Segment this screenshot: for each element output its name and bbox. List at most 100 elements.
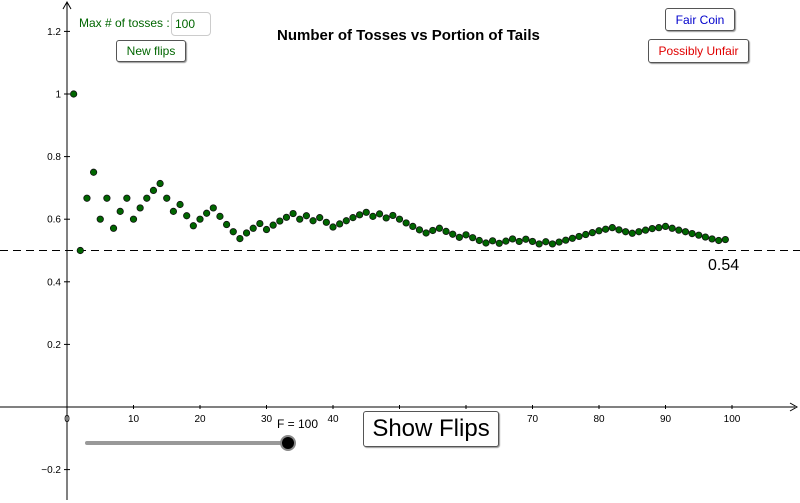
x-axis-arrow — [789, 402, 799, 412]
data-point — [216, 212, 224, 220]
x-tick-label: 70 — [527, 414, 539, 425]
data-point — [402, 219, 410, 227]
data-point — [595, 227, 603, 235]
data-point — [688, 229, 696, 238]
slider-f — [85, 435, 296, 451]
data-point — [103, 194, 111, 202]
data-point — [508, 235, 517, 243]
chart-title: Number of Tosses vs Portion of Tails — [277, 27, 540, 44]
data-point — [375, 210, 384, 218]
data-point — [628, 229, 636, 237]
data-point — [681, 228, 690, 236]
data-point — [661, 222, 670, 230]
max-tosses-input[interactable] — [171, 12, 211, 36]
data-point — [70, 90, 78, 98]
data-point — [395, 215, 404, 223]
data-point — [369, 212, 377, 220]
x-tick-label: 40 — [327, 414, 339, 425]
y-tick-label: 0.8 — [47, 152, 61, 163]
x-tick-label: 10 — [128, 414, 140, 425]
data-point — [455, 233, 463, 241]
data-point — [641, 226, 650, 234]
data-point — [169, 207, 177, 215]
data-point — [621, 228, 630, 236]
data-point — [203, 209, 211, 217]
data-point — [189, 222, 197, 230]
y-tick-label: 1 — [55, 90, 61, 101]
slider-knob[interactable] — [280, 435, 296, 451]
data-point — [442, 227, 450, 236]
data-point — [76, 246, 84, 255]
data-point — [163, 194, 171, 202]
data-point — [83, 194, 91, 202]
data-point — [316, 214, 324, 222]
data-point — [528, 237, 537, 246]
data-point — [415, 226, 424, 234]
data-point — [349, 214, 357, 222]
data-point — [282, 213, 291, 221]
data-point — [575, 232, 583, 241]
data-point — [156, 179, 164, 188]
last-proportion-label: 0.54 — [708, 257, 740, 274]
data-point — [242, 229, 251, 237]
data-point — [608, 224, 616, 232]
data-point — [90, 168, 98, 176]
data-point — [389, 211, 397, 220]
x-tick-label: 90 — [660, 414, 672, 425]
data-point — [548, 240, 557, 248]
data-point — [568, 234, 577, 242]
x-tick-label: 20 — [194, 414, 206, 425]
data-point — [183, 212, 191, 220]
y-axis-arrow — [62, 0, 72, 10]
y-tick-label: 0.2 — [47, 340, 61, 351]
ticks: 0102030405060708090100−0.20.20.40.60.811… — [41, 27, 741, 476]
data-point — [635, 228, 643, 236]
data-point — [289, 209, 297, 218]
data-point — [668, 224, 676, 232]
data-point — [249, 224, 257, 232]
data-point — [515, 237, 523, 246]
data-point — [475, 236, 483, 245]
data-point — [708, 235, 716, 243]
slider-value-label: F = 100 — [277, 417, 319, 431]
data-point — [535, 240, 543, 248]
data-point — [149, 186, 158, 195]
y-tick-label: −0.2 — [41, 465, 61, 476]
fair-coin-button[interactable]: Fair Coin — [665, 8, 735, 31]
show-flips-button[interactable]: Show Flips — [363, 411, 499, 447]
max-tosses-label: Max # of tosses : — [79, 16, 170, 30]
data-point — [123, 194, 131, 202]
y-tick-label: 0.6 — [47, 215, 61, 226]
data-point — [462, 231, 470, 239]
data-point — [655, 224, 663, 232]
data-point — [582, 230, 590, 239]
data-point — [96, 215, 104, 223]
data-point — [715, 236, 723, 245]
data-point — [495, 239, 503, 247]
data-point — [116, 207, 124, 215]
data-point — [296, 215, 304, 223]
data-point — [236, 235, 244, 243]
data-point — [701, 233, 710, 241]
data-point — [721, 235, 729, 244]
data-point — [176, 200, 184, 209]
new-flips-button[interactable]: New flips — [116, 40, 186, 62]
data-point — [488, 237, 497, 245]
data-point — [302, 212, 310, 220]
data-point — [435, 224, 443, 232]
data-point — [276, 217, 284, 225]
data-points — [70, 90, 729, 255]
data-point — [409, 222, 417, 230]
data-point — [542, 238, 550, 246]
y-tick-label: 1.2 — [47, 27, 61, 38]
data-point — [695, 231, 703, 239]
data-point — [675, 226, 683, 234]
data-point — [648, 224, 656, 233]
data-point — [129, 215, 138, 223]
data-point — [355, 211, 364, 219]
y-tick-label: 0.4 — [47, 277, 61, 288]
possibly-unfair-button[interactable]: Possibly Unfair — [648, 39, 749, 63]
data-point — [382, 214, 390, 222]
data-point — [429, 226, 437, 235]
